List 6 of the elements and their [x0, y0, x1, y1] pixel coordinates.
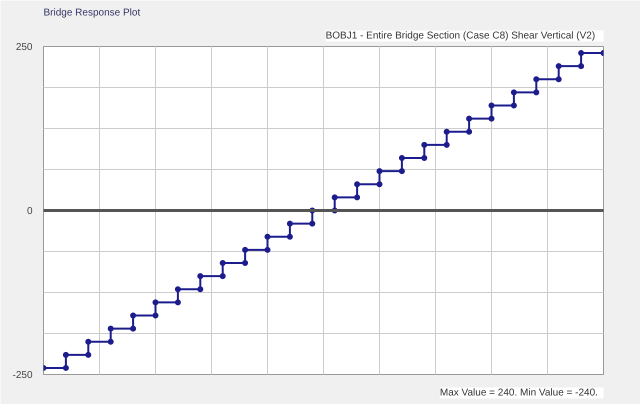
- y-tick-label: 0: [26, 206, 33, 217]
- y-tick-label: 250: [16, 42, 33, 53]
- text: BOBJ1 - Entire Bridge Section (Case C8) Shear Vertical (V2): [326, 30, 596, 42]
- text: Max Value = 240. Min Value = -240.: [440, 388, 598, 398]
- y-tick-label: -250: [12, 370, 33, 381]
- chart-title: Bridge Response Plot: [44, 8, 140, 18]
